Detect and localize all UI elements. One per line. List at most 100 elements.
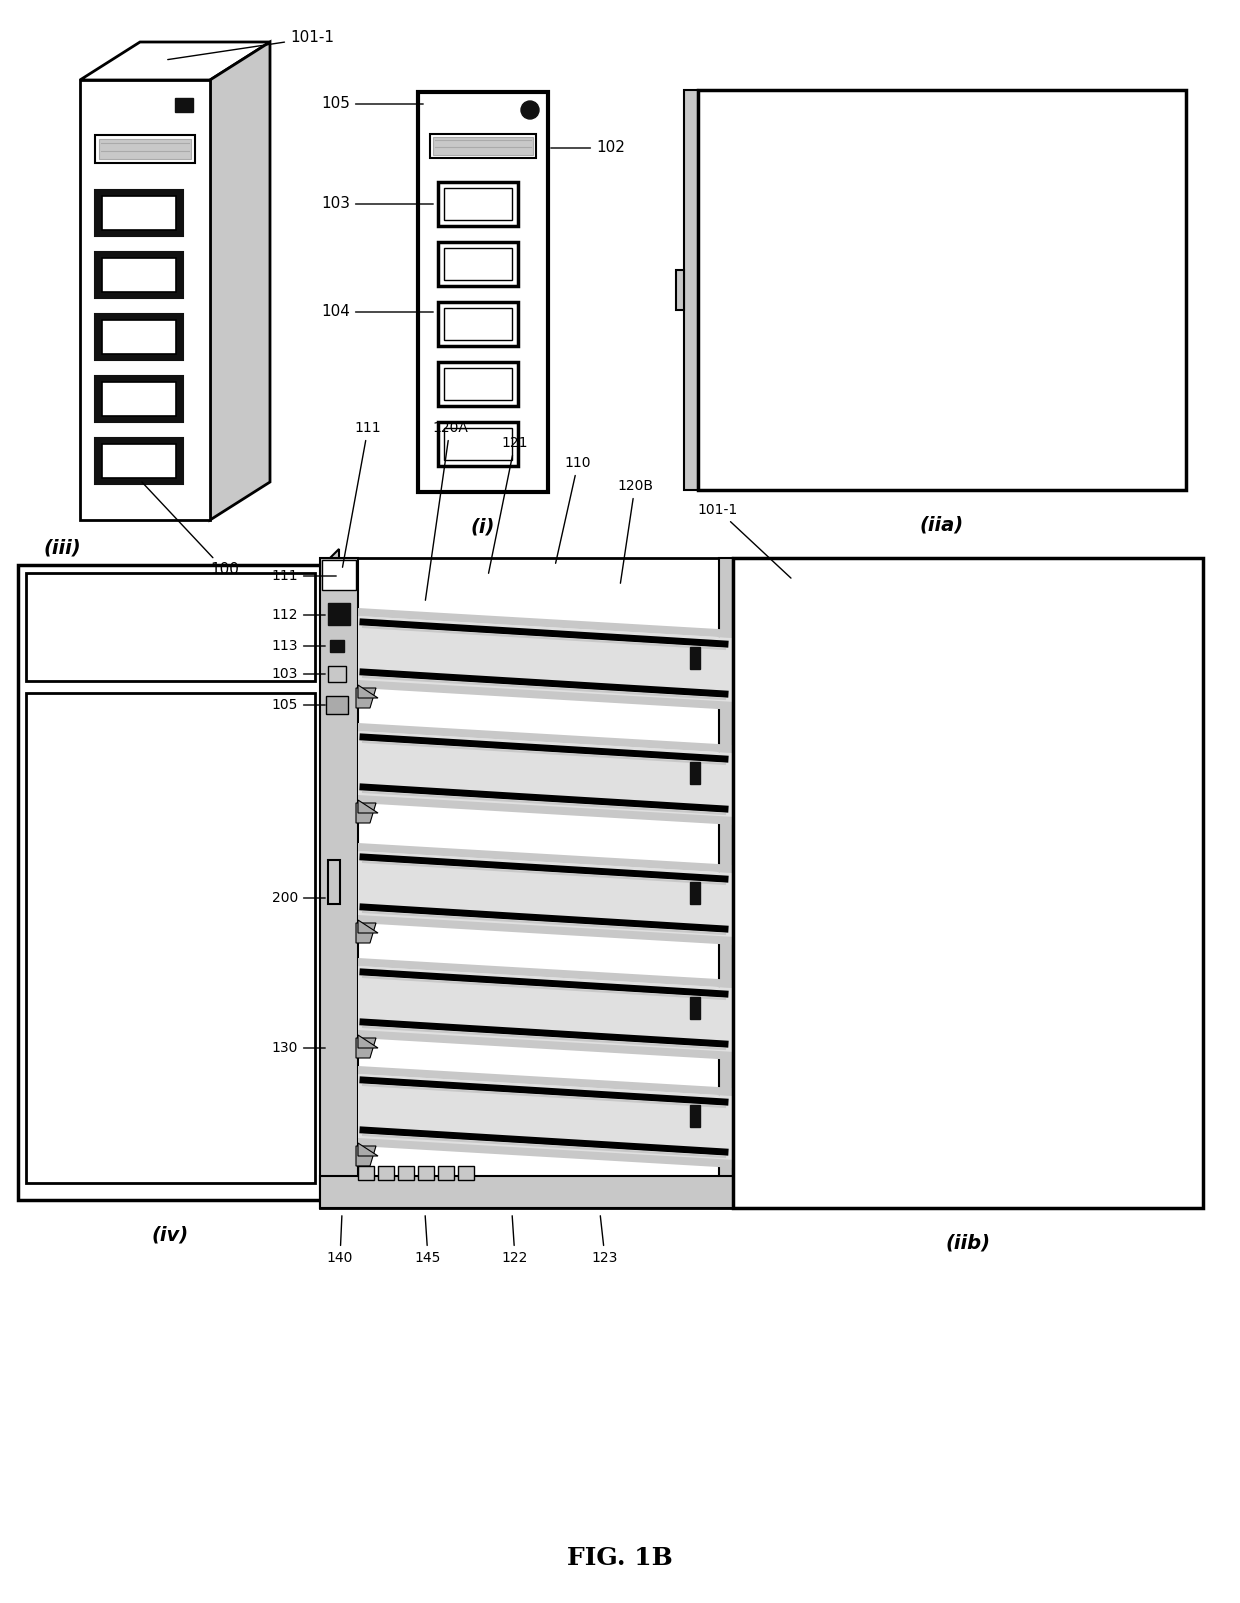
Bar (329, 859, 340, 904)
Bar (102, 258, 176, 292)
Polygon shape (210, 42, 270, 519)
Polygon shape (358, 851, 735, 939)
Bar (418, 1165, 434, 1180)
Bar (329, 665, 346, 681)
Bar (102, 382, 176, 417)
Bar (320, 1177, 740, 1209)
Bar (438, 301, 518, 346)
Bar (99, 139, 191, 159)
Polygon shape (358, 800, 378, 813)
Polygon shape (358, 959, 735, 987)
Bar (418, 91, 548, 492)
Polygon shape (719, 558, 733, 1209)
Text: 102: 102 (551, 141, 625, 155)
Bar (358, 1165, 374, 1180)
Polygon shape (358, 608, 735, 638)
Polygon shape (358, 1074, 735, 1164)
Bar (689, 1104, 701, 1127)
Bar (689, 648, 701, 668)
Text: 120A: 120A (425, 422, 467, 600)
Bar (329, 603, 350, 625)
Polygon shape (356, 803, 376, 822)
Bar (433, 136, 533, 155)
Bar (330, 640, 343, 652)
Text: (iv): (iv) (151, 1226, 188, 1244)
Polygon shape (684, 90, 698, 491)
Bar (326, 696, 348, 713)
Bar (19, 564, 322, 1201)
Bar (26, 572, 315, 681)
Text: 101-1: 101-1 (167, 30, 334, 59)
Bar (378, 1165, 394, 1180)
Polygon shape (358, 920, 378, 933)
Text: 100: 100 (141, 483, 239, 577)
Polygon shape (358, 1036, 378, 1048)
Polygon shape (358, 723, 735, 753)
Bar (95, 191, 184, 236)
Polygon shape (356, 1039, 376, 1058)
Bar (102, 196, 176, 229)
Polygon shape (356, 923, 376, 943)
Polygon shape (358, 680, 735, 710)
Bar (175, 98, 193, 112)
Bar (444, 248, 512, 281)
Polygon shape (358, 731, 735, 821)
Polygon shape (356, 1146, 376, 1165)
Polygon shape (358, 616, 735, 705)
Circle shape (521, 101, 539, 119)
Text: 105: 105 (321, 96, 423, 112)
Text: 111: 111 (272, 569, 336, 583)
Bar (689, 997, 701, 1020)
Polygon shape (358, 684, 378, 697)
Bar (102, 321, 176, 354)
Polygon shape (358, 843, 735, 874)
Text: 101-1: 101-1 (698, 503, 791, 579)
Bar (689, 761, 701, 784)
Text: 122: 122 (502, 1215, 528, 1265)
Text: 120B: 120B (618, 479, 653, 583)
Text: 200: 200 (272, 891, 325, 906)
Bar (102, 444, 176, 478)
Text: 121: 121 (489, 436, 528, 574)
Bar (438, 422, 518, 466)
Bar (322, 559, 356, 590)
Text: (iia): (iia) (920, 516, 963, 534)
Bar (398, 1165, 414, 1180)
Polygon shape (322, 548, 339, 1201)
Polygon shape (358, 795, 735, 826)
Text: FIG. 1B: FIG. 1B (567, 1545, 673, 1569)
Bar (444, 428, 512, 460)
Bar (444, 308, 512, 340)
Bar (95, 252, 184, 298)
Bar (676, 269, 684, 309)
Text: 111: 111 (342, 422, 382, 567)
Bar (95, 135, 195, 164)
Bar (698, 90, 1185, 491)
Polygon shape (358, 1031, 735, 1060)
Bar (320, 558, 740, 1209)
Text: 113: 113 (272, 640, 325, 652)
Bar (438, 1165, 454, 1180)
Bar (320, 558, 358, 1209)
Bar (438, 183, 518, 226)
Bar (733, 558, 1203, 1209)
Text: 130: 130 (272, 1040, 325, 1055)
Polygon shape (81, 42, 270, 80)
Text: 145: 145 (415, 1215, 441, 1265)
Bar (689, 882, 701, 904)
Text: 103: 103 (272, 667, 325, 681)
Text: 104: 104 (321, 305, 433, 319)
Bar (26, 692, 315, 1183)
Polygon shape (358, 915, 735, 946)
Polygon shape (358, 967, 735, 1055)
Text: 112: 112 (272, 608, 325, 622)
Text: 110: 110 (556, 455, 591, 563)
Text: 123: 123 (591, 1215, 619, 1265)
Text: (iii): (iii) (43, 539, 81, 558)
Bar (458, 1165, 474, 1180)
Text: 105: 105 (272, 697, 325, 712)
Bar (430, 135, 536, 159)
Bar (438, 242, 518, 285)
Text: 140: 140 (327, 1215, 353, 1265)
Bar (95, 438, 184, 484)
